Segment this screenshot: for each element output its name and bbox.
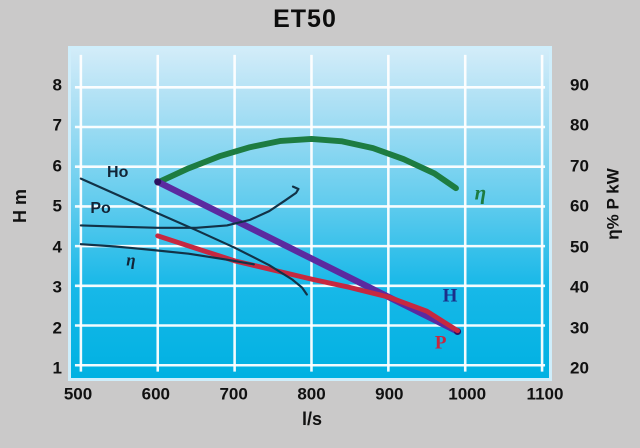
y-left-tick-label: 5 [52, 196, 62, 216]
y-left-tick-label: 8 [52, 75, 62, 95]
x-tick-label: 1100 [526, 384, 564, 404]
x-tick-label: 700 [219, 384, 248, 404]
x-tick-label: 600 [141, 384, 171, 404]
curve-label-η: η [474, 180, 487, 205]
curve-label-Ho: Ho [107, 164, 129, 182]
y-left-tick-label: 6 [52, 156, 62, 176]
y-left-tick-label: 1 [52, 358, 62, 378]
series-eta-original-curve [79, 243, 255, 266]
y-left-tick-label: 3 [52, 277, 62, 297]
series-P-new-curve [155, 233, 461, 334]
x-tick-label: 900 [375, 384, 404, 404]
y-right-tick-label: 20 [570, 358, 589, 378]
y-left-tick-label: 4 [52, 237, 62, 257]
curve-label-P: P [434, 332, 447, 354]
y-axis-right-label: η% P kW [603, 168, 623, 240]
y-right-tick-label: 60 [570, 196, 589, 216]
x-tick-label: 500 [63, 384, 93, 404]
y-right-tick-label: 90 [570, 75, 589, 95]
x-axis-label: l/s [301, 409, 323, 429]
x-tick-label: 1000 [448, 384, 487, 404]
chart-canvas [74, 54, 546, 372]
curve-label-Po: Po [90, 200, 111, 218]
y-right-tick-label: 70 [570, 156, 589, 176]
x-tick-label: 800 [297, 384, 326, 404]
series-Ho-original-curve [79, 177, 308, 296]
y-left-tick-label: 2 [52, 318, 62, 338]
curve-label-η: η [126, 250, 136, 270]
curve-label-H: H [442, 285, 458, 307]
series-Po-original-curve [79, 185, 300, 229]
chart-title: ET50 [273, 5, 337, 33]
y-left-tick-label: 7 [52, 115, 62, 135]
y-right-tick-label: 80 [570, 115, 589, 135]
y-right-tick-label: 30 [570, 318, 589, 338]
series-eta-new-curve [154, 136, 459, 192]
y-axis-left-label: H m [10, 188, 30, 224]
plot-area [68, 46, 552, 381]
series-H-new-endcap [154, 178, 162, 186]
y-right-tick-label: 50 [570, 237, 589, 257]
y-right-tick-label: 40 [570, 277, 589, 297]
